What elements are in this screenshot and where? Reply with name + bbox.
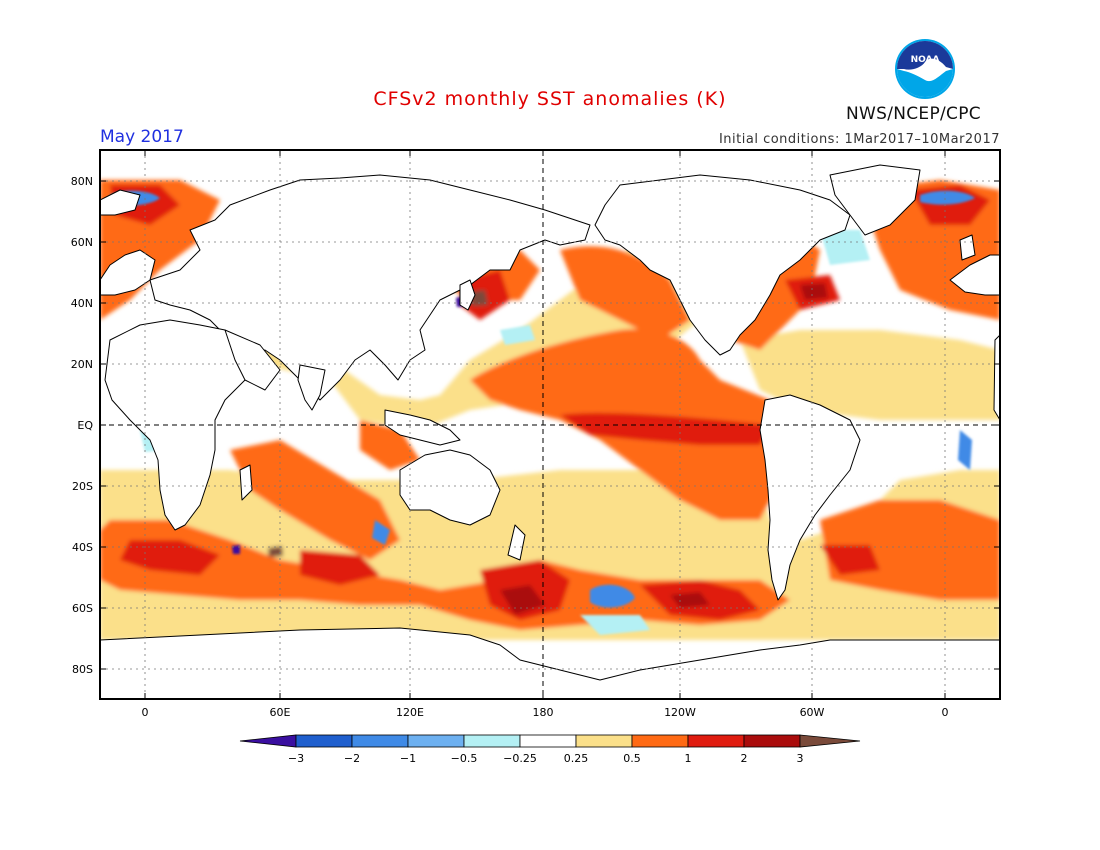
colorbar-label: 0.25	[564, 752, 589, 765]
red-anomaly-region	[300, 550, 380, 585]
lon-tick-label: 60E	[270, 706, 291, 719]
blue-anomaly-region	[232, 545, 240, 554]
colorbar-bin	[351, 734, 409, 748]
landmass-new-zealand	[507, 524, 526, 561]
colorbar-label: 1	[685, 752, 692, 765]
colorbar-min-arrow	[239, 734, 297, 748]
brown-anomaly-region	[268, 546, 283, 557]
colorbar-label: −3	[288, 752, 304, 765]
landmass-madagascar	[239, 464, 253, 501]
darkred-anomaly-region	[800, 283, 828, 300]
map-panel: 80N 60N 40N 20N EQ 20S 40S 60S 80S 0 60E	[71, 149, 1001, 719]
colorbar-label: −2	[344, 752, 360, 765]
lat-axis: 80N 60N 40N 20N EQ 20S 40S 60S 80S	[71, 175, 1000, 676]
lat-tick-label: 80S	[72, 663, 93, 676]
noaa-logo-text: NOAA	[911, 55, 940, 65]
valid-month: May 2017	[100, 127, 184, 147]
landmass-north-america	[594, 174, 851, 356]
colorbar-bin	[575, 734, 633, 748]
blue-anomaly-region	[920, 190, 975, 205]
lon-tick-label: 0	[942, 706, 949, 719]
colorbar-bin	[519, 734, 577, 748]
landmass-antarctica	[100, 627, 1000, 699]
landmass-india	[297, 364, 326, 411]
colorbar-label: −0.25	[503, 752, 537, 765]
lon-tick-label: 180	[533, 706, 554, 719]
landmass-indonesia	[384, 409, 461, 446]
landmass-uk	[959, 234, 976, 261]
landmass-greenland-west	[100, 189, 141, 216]
yellow-anomaly-region	[740, 330, 1000, 420]
lat-tick-label: 60S	[72, 602, 93, 615]
lightblue-anomaly-region	[580, 615, 650, 635]
red-anomaly-region	[560, 412, 770, 445]
lon-tick-label: 60W	[800, 706, 825, 719]
lat-tick-label: 40S	[72, 541, 93, 554]
landmass-europe-east-wrap	[949, 254, 1000, 296]
lat-tick-label: 20S	[72, 480, 93, 493]
orange-anomaly-region	[360, 420, 420, 470]
lightblue-anomaly-region	[820, 230, 870, 265]
colorbar-bin	[407, 734, 465, 748]
landmass-japan	[459, 279, 476, 311]
initial-conditions: Initial conditions: 1Mar2017–10Mar2017	[718, 132, 1000, 147]
lon-tick-label: 0	[142, 706, 149, 719]
landmass-europe-west	[100, 249, 156, 296]
colorbar-max-arrow	[799, 734, 861, 748]
lat-tick-label: 80N	[71, 175, 93, 188]
lon-axis: 0 60E 120E 180 120W 60W 0	[142, 150, 949, 719]
colorbar-bin	[631, 734, 689, 748]
colorbar-bin	[687, 734, 745, 748]
red-anomaly-region	[820, 545, 880, 575]
gridlines	[100, 150, 1000, 699]
blue-anomaly-region	[372, 520, 390, 545]
lat-tick-label: 20N	[71, 358, 93, 371]
orange-anomaly-region	[230, 440, 400, 560]
colorbar-label: 0.5	[623, 752, 641, 765]
blue-anomaly-region	[958, 430, 972, 470]
red-anomaly-region	[120, 540, 220, 575]
lightblue-anomaly-region	[500, 325, 535, 345]
lat-tick-label: 40N	[71, 297, 93, 310]
lat-tick-label: 60N	[71, 236, 93, 249]
orange-anomaly-region	[820, 500, 1000, 600]
colorbar: −3 −2 −1 −0.5 −0.25 0.25 0.5 1 2 3	[239, 734, 861, 765]
reference-lines	[100, 150, 1000, 699]
landmass-greenland	[829, 164, 921, 236]
colorbar-label: 3	[797, 752, 804, 765]
lat-tick-label: EQ	[77, 419, 93, 432]
colorbar-label: 2	[741, 752, 748, 765]
map-title: CFSv2 monthly SST anomalies (K)	[373, 88, 727, 110]
landmass-arabia	[224, 329, 281, 391]
landmass-africa-wrap	[993, 334, 1000, 421]
colorbar-bin	[743, 734, 801, 748]
landmass-africa	[104, 319, 251, 531]
darkred-anomaly-region	[500, 585, 545, 615]
blue-anomaly-region	[590, 584, 635, 608]
noaa-logo-icon: NOAA	[895, 39, 955, 99]
colorbar-bin	[463, 734, 521, 748]
colorbar-label: −0.5	[451, 752, 478, 765]
lon-tick-label: 120E	[396, 706, 424, 719]
colorbar-bin	[295, 734, 353, 748]
agency-label: NWS/NCEP/CPC	[846, 104, 981, 124]
lon-tick-label: 120W	[664, 706, 696, 719]
colorbar-label: −1	[400, 752, 416, 765]
continents	[100, 164, 1000, 699]
landmass-south-america	[759, 394, 861, 601]
